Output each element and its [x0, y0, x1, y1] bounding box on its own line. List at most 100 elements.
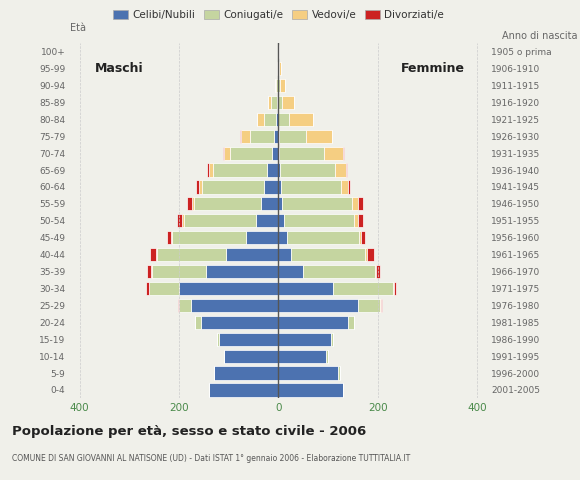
Text: COMUNE DI SAN GIOVANNI AL NATISONE (UD) - Dati ISTAT 1° gennaio 2006 - Elaborazi: COMUNE DI SAN GIOVANNI AL NATISONE (UD) …	[12, 454, 410, 463]
Bar	[333, 282, 393, 295]
Bar	[217, 333, 219, 346]
Bar	[278, 197, 282, 211]
Bar	[394, 282, 396, 295]
Bar	[256, 214, 278, 228]
Bar	[361, 231, 365, 244]
Bar	[219, 333, 278, 346]
Bar	[376, 265, 380, 278]
Bar	[375, 265, 376, 278]
Bar	[278, 113, 289, 126]
Bar	[195, 316, 201, 329]
Bar	[278, 96, 282, 109]
Bar	[278, 316, 348, 329]
Bar	[289, 113, 313, 126]
Bar	[282, 96, 294, 109]
Bar	[279, 62, 281, 75]
Bar	[257, 113, 264, 126]
Bar	[381, 299, 382, 312]
Bar	[261, 197, 278, 211]
Bar	[182, 214, 184, 228]
Bar	[207, 164, 209, 177]
Bar	[278, 299, 358, 312]
Bar	[214, 366, 278, 380]
Text: Popolazione per età, sesso e stato civile - 2006: Popolazione per età, sesso e stato civil…	[12, 425, 366, 438]
Bar	[278, 180, 281, 193]
Bar	[358, 299, 380, 312]
Bar	[278, 45, 280, 58]
Legend: Celibi/Nubili, Coniugati/e, Vedovi/e, Divorziati/e: Celibi/Nubili, Coniugati/e, Vedovi/e, Di…	[108, 6, 448, 24]
Bar	[278, 384, 343, 396]
Bar	[278, 79, 280, 92]
Bar	[278, 231, 287, 244]
Bar	[226, 248, 278, 261]
Bar	[157, 248, 226, 261]
Bar	[277, 96, 278, 109]
Bar	[306, 130, 332, 143]
Bar	[191, 299, 278, 312]
Bar	[149, 282, 179, 295]
Bar	[279, 130, 306, 143]
Bar	[331, 333, 332, 346]
Bar	[150, 248, 155, 261]
Bar	[271, 96, 277, 109]
Bar	[179, 282, 278, 295]
Bar	[278, 214, 284, 228]
Bar	[367, 248, 374, 261]
Bar	[278, 265, 303, 278]
Bar	[206, 265, 278, 278]
Bar	[341, 180, 348, 193]
Bar	[287, 231, 360, 244]
Text: Femmine: Femmine	[401, 62, 465, 75]
Bar	[352, 197, 358, 211]
Bar	[280, 146, 324, 160]
Bar	[365, 248, 367, 261]
Bar	[277, 113, 278, 126]
Bar	[155, 248, 157, 261]
Bar	[324, 146, 343, 160]
Bar	[338, 366, 340, 380]
Bar	[278, 366, 338, 380]
Bar	[348, 180, 350, 193]
Bar	[146, 282, 148, 295]
Bar	[358, 197, 363, 211]
Bar	[151, 265, 206, 278]
Bar	[284, 214, 354, 228]
Bar	[346, 164, 347, 177]
Bar	[202, 180, 264, 193]
Bar	[277, 79, 278, 92]
Bar	[278, 349, 325, 363]
Bar	[275, 79, 277, 92]
Bar	[241, 130, 249, 143]
Bar	[358, 214, 363, 228]
Bar	[268, 96, 271, 109]
Bar	[171, 231, 172, 244]
Bar	[264, 113, 277, 126]
Bar	[303, 265, 375, 278]
Bar	[354, 214, 358, 228]
Bar	[249, 130, 274, 143]
Bar	[278, 248, 291, 261]
Text: Età: Età	[70, 23, 86, 33]
Bar	[224, 146, 230, 160]
Text: Maschi: Maschi	[95, 62, 144, 75]
Bar	[393, 282, 394, 295]
Bar	[147, 265, 151, 278]
Bar	[178, 299, 179, 312]
Bar	[274, 130, 278, 143]
Bar	[166, 231, 171, 244]
Bar	[184, 214, 256, 228]
Bar	[179, 299, 191, 312]
Bar	[187, 197, 192, 211]
Bar	[192, 197, 194, 211]
Bar	[278, 282, 333, 295]
Bar	[281, 180, 341, 193]
Bar	[230, 146, 273, 160]
Bar	[280, 164, 335, 177]
Bar	[264, 180, 278, 193]
Bar	[348, 316, 354, 329]
Bar	[177, 214, 182, 228]
Bar	[278, 146, 280, 160]
Bar	[196, 180, 200, 193]
Bar	[209, 384, 278, 396]
Bar	[273, 146, 278, 160]
